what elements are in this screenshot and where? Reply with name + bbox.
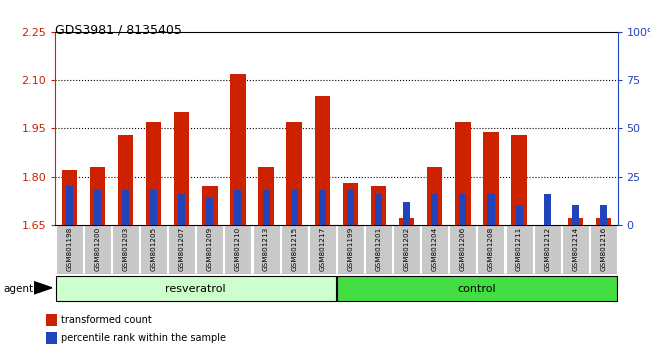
Text: resveratrol: resveratrol: [166, 284, 226, 293]
Bar: [90, 167, 105, 225]
Bar: [431, 194, 438, 225]
Text: GSM801209: GSM801209: [207, 226, 213, 270]
Text: percentile rank within the sample: percentile rank within the sample: [61, 333, 226, 343]
Text: GSM801210: GSM801210: [235, 226, 241, 270]
Bar: [118, 135, 133, 225]
Bar: [62, 170, 77, 225]
Bar: [572, 205, 579, 225]
Bar: [253, 225, 280, 274]
Bar: [168, 225, 195, 274]
Bar: [347, 190, 354, 225]
Bar: [337, 225, 364, 274]
Bar: [600, 205, 607, 225]
Bar: [56, 225, 83, 274]
Bar: [94, 190, 101, 225]
Bar: [291, 190, 298, 225]
Bar: [595, 218, 611, 225]
Bar: [46, 314, 57, 326]
Bar: [235, 190, 242, 225]
Bar: [178, 194, 185, 225]
Bar: [202, 186, 218, 225]
Text: GSM801211: GSM801211: [516, 226, 522, 270]
Text: GSM801217: GSM801217: [319, 226, 325, 270]
Bar: [309, 225, 336, 274]
Bar: [206, 198, 213, 225]
Bar: [224, 225, 252, 274]
Bar: [512, 135, 527, 225]
Text: control: control: [458, 284, 496, 293]
Bar: [590, 225, 617, 274]
Bar: [337, 276, 617, 301]
Bar: [393, 225, 420, 274]
Bar: [146, 122, 161, 225]
Bar: [399, 218, 415, 225]
Bar: [562, 225, 589, 274]
Bar: [196, 225, 224, 274]
Text: transformed count: transformed count: [61, 315, 152, 325]
Bar: [287, 122, 302, 225]
Text: GSM801216: GSM801216: [601, 226, 606, 270]
Bar: [365, 225, 392, 274]
Bar: [460, 194, 467, 225]
Bar: [315, 96, 330, 225]
Bar: [478, 225, 504, 274]
Text: GSM801206: GSM801206: [460, 226, 466, 270]
Bar: [449, 225, 476, 274]
Bar: [403, 202, 410, 225]
Text: GSM801198: GSM801198: [66, 226, 72, 270]
Text: GSM801207: GSM801207: [179, 226, 185, 270]
Bar: [427, 167, 443, 225]
Bar: [230, 74, 246, 225]
Bar: [66, 186, 73, 225]
Bar: [174, 112, 190, 225]
Bar: [150, 190, 157, 225]
Bar: [318, 190, 326, 225]
Text: GSM801204: GSM801204: [432, 226, 437, 270]
Text: GSM801208: GSM801208: [488, 226, 494, 270]
Text: GSM801203: GSM801203: [123, 226, 129, 270]
Bar: [534, 225, 561, 274]
Bar: [56, 276, 336, 301]
Bar: [375, 194, 382, 225]
Text: GSM801205: GSM801205: [151, 226, 157, 270]
Bar: [122, 190, 129, 225]
Bar: [46, 332, 57, 344]
Bar: [515, 205, 523, 225]
Text: GSM801213: GSM801213: [263, 226, 269, 270]
Bar: [483, 132, 499, 225]
Text: GSM801212: GSM801212: [544, 226, 550, 270]
Bar: [421, 225, 448, 274]
Text: GSM801200: GSM801200: [94, 226, 100, 270]
Bar: [263, 190, 270, 225]
Text: GSM801215: GSM801215: [291, 226, 297, 270]
Bar: [488, 194, 495, 225]
Text: GSM801202: GSM801202: [404, 226, 410, 270]
Bar: [567, 218, 583, 225]
Text: GSM801214: GSM801214: [573, 226, 578, 270]
Text: agent: agent: [3, 284, 33, 293]
Text: GSM801201: GSM801201: [376, 226, 382, 270]
Bar: [84, 225, 111, 274]
Bar: [281, 225, 307, 274]
Bar: [506, 225, 532, 274]
Bar: [543, 194, 551, 225]
Bar: [140, 225, 167, 274]
Polygon shape: [34, 282, 52, 294]
Bar: [343, 183, 358, 225]
Bar: [112, 225, 139, 274]
Text: GDS3981 / 8135405: GDS3981 / 8135405: [55, 23, 182, 36]
Bar: [455, 122, 471, 225]
Bar: [370, 186, 386, 225]
Bar: [258, 167, 274, 225]
Text: GSM801199: GSM801199: [348, 226, 354, 270]
